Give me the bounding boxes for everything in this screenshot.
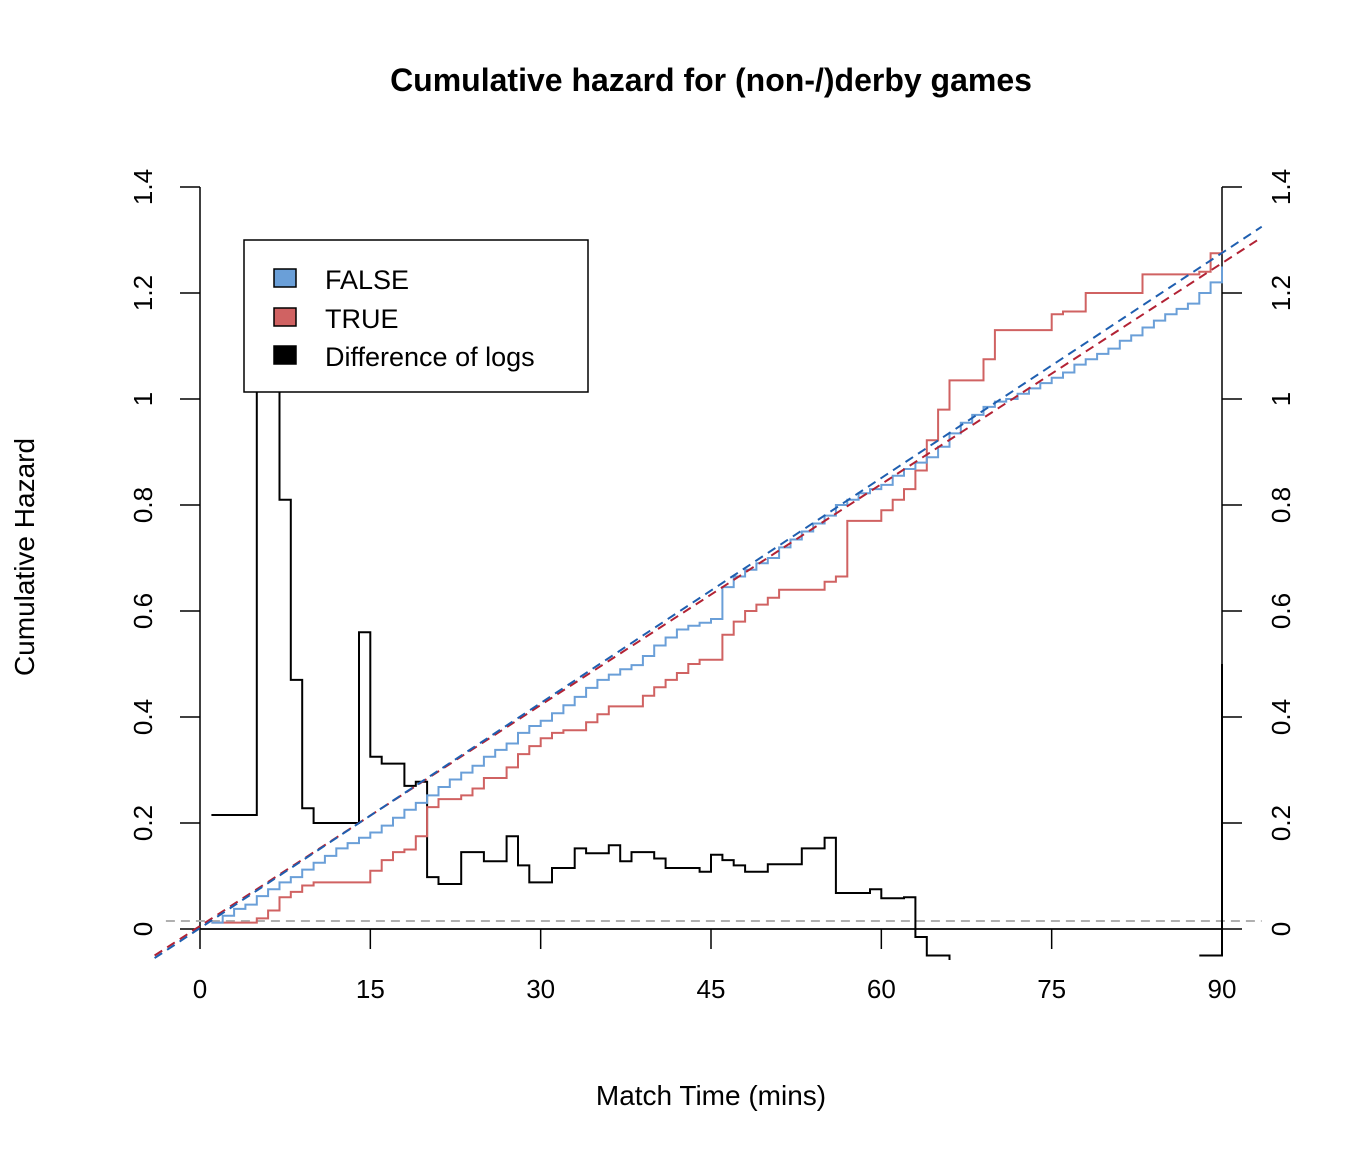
series-difference-tail (1199, 664, 1223, 957)
y-tick-label-right: 0 (1266, 922, 1296, 936)
fit-line-true (154, 236, 1263, 957)
x-tick-label: 45 (697, 974, 726, 1004)
series-layer (154, 225, 1263, 960)
y-tick-label-right: 0.2 (1266, 805, 1296, 841)
y-tick-label-left: 0.6 (128, 593, 158, 629)
legend-swatch-true (273, 307, 297, 327)
y-tick-label-left: 0.2 (128, 805, 158, 841)
y-tick-label-left: 1.4 (128, 169, 158, 205)
y-tick-label-left: 1.2 (128, 275, 158, 311)
y-tick-label-right: 0.4 (1266, 699, 1296, 735)
fit-line-false (154, 225, 1263, 959)
x-tick-label: 75 (1037, 974, 1066, 1004)
series-true-step (211, 250, 1223, 924)
legend-label-difference: Difference of logs (325, 342, 535, 372)
x-tick-label: 90 (1208, 974, 1237, 1004)
legend-label-false: FALSE (325, 265, 409, 295)
y-tick-label-right: 0.6 (1266, 593, 1296, 629)
chart-title: Cumulative hazard for (non-/)derby games (390, 62, 1032, 98)
y-tick-label-left: 0.4 (128, 699, 158, 735)
y-tick-label-right: 0.8 (1266, 487, 1296, 523)
y-tick-label-right: 1.2 (1266, 275, 1296, 311)
legend-box (243, 239, 589, 393)
x-tick-label: 15 (356, 974, 385, 1004)
legend-label-true: TRUE (325, 304, 399, 334)
x-axis-label: Match Time (mins) (596, 1080, 826, 1111)
x-tick-label: 60 (867, 974, 896, 1004)
legend: FALSE TRUE Difference of logs (243, 239, 589, 393)
x-tick-label: 30 (526, 974, 555, 1004)
axes: 0 15 30 45 60 75 90 0 0.2 0.4 0.6 0.8 1 1.2 1.4 0 0.2 0.4… (128, 169, 1296, 1004)
y-tick-label-left: 0 (128, 922, 158, 936)
y-axis-label: Cumulative Hazard (9, 438, 40, 676)
y-tick-label-right: 1 (1266, 392, 1296, 406)
y-tick-label-left: 1 (128, 392, 158, 406)
series-false-step (211, 266, 1223, 924)
y-tick-label-left: 0.8 (128, 487, 158, 523)
legend-swatch-difference (273, 345, 297, 365)
y-tick-label-right: 1.4 (1266, 169, 1296, 205)
x-tick-label: 0 (193, 974, 207, 1004)
legend-swatch-false (273, 268, 297, 288)
series-difference-step (211, 360, 951, 960)
